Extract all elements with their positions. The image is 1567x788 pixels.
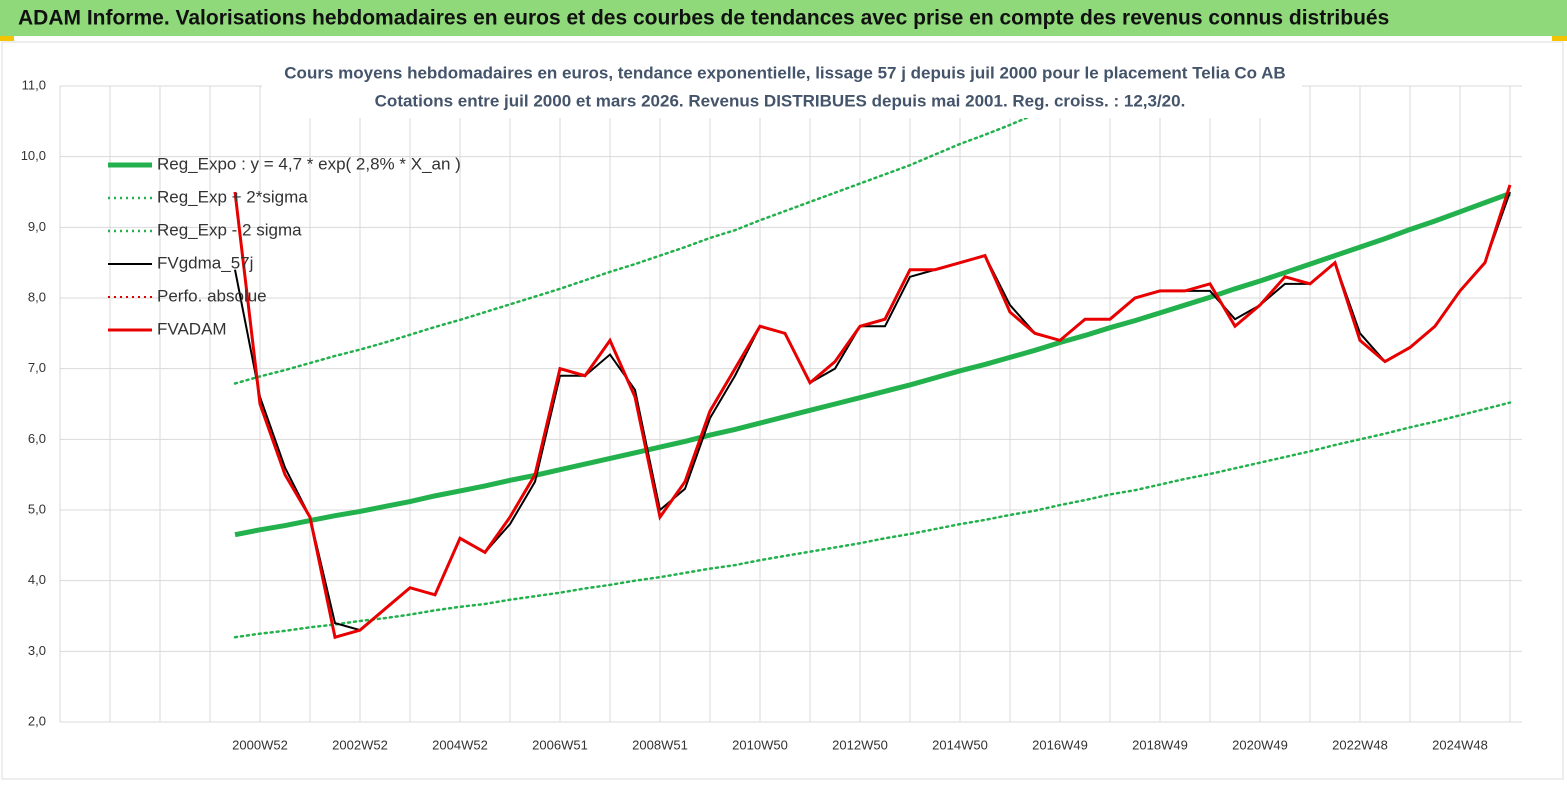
y-tick-label: 9,0 <box>28 219 46 234</box>
x-tick-label: 2014W50 <box>932 737 988 752</box>
chart-title: Cours moyens hebdomadaires en euros, ten… <box>284 63 1285 82</box>
x-tick-label: 2002W52 <box>332 737 388 752</box>
series-line <box>233 84 1107 385</box>
y-tick-label: 7,0 <box>28 360 46 375</box>
y-tick-label: 6,0 <box>28 431 46 446</box>
header-title: ADAM Informe. Valorisations hebdomadaire… <box>18 7 1389 30</box>
x-tick-label: 2004W52 <box>432 737 488 752</box>
title-box <box>262 60 1302 118</box>
x-tick-label: 2018W49 <box>1132 737 1188 752</box>
x-tick-label: 2008W51 <box>632 737 688 752</box>
legend-label: FVgdma_57j <box>157 253 253 272</box>
x-tick-label: 2020W49 <box>1232 737 1288 752</box>
x-tick-label: 2016W49 <box>1032 737 1088 752</box>
legend-label: Reg_Exp - 2 sigma <box>157 220 302 239</box>
header-bar <box>0 0 1567 36</box>
header-accent <box>1552 36 1567 41</box>
legend-label: FVADAM <box>157 319 227 338</box>
y-tick-label: 5,0 <box>28 501 46 516</box>
x-tick-label: 2022W48 <box>1332 737 1388 752</box>
x-tick-label: 2006W51 <box>532 737 588 752</box>
series-line <box>234 191 1511 632</box>
series-line <box>233 401 1512 639</box>
series-line <box>234 191 1511 538</box>
legend-label: Perfo. absolue <box>157 286 267 305</box>
y-tick-label: 3,0 <box>28 643 46 658</box>
y-tick-label: 8,0 <box>28 289 46 304</box>
chart-subtitle: Cotations entre juil 2000 et mars 2026. … <box>375 91 1186 110</box>
y-tick-label: 11,0 <box>22 77 46 92</box>
x-tick-label: 2012W50 <box>832 737 888 752</box>
y-tick-label: 10,0 <box>21 148 46 163</box>
legend-label: Reg_Exp + 2*sigma <box>157 187 308 206</box>
legend-label: Reg_Expo : y = 4,7 * exp( 2,8% * X_an ) <box>157 154 461 173</box>
y-tick-label: 2,0 <box>28 713 46 728</box>
x-tick-label: 2010W50 <box>732 737 788 752</box>
x-tick-label: 2000W52 <box>232 737 288 752</box>
series-line <box>233 184 1512 640</box>
header-accent <box>0 36 14 41</box>
chart-frame <box>1 41 1564 780</box>
y-tick-label: 4,0 <box>28 572 46 587</box>
x-tick-label: 2024W48 <box>1432 737 1488 752</box>
